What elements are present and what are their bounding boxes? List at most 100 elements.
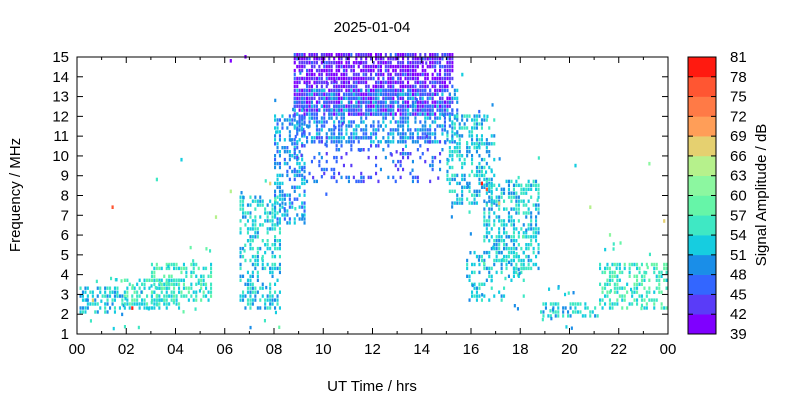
spectrogram-cell: [536, 198, 539, 202]
spectrogram-cell: [490, 189, 493, 193]
spectrogram-cell: [246, 231, 249, 235]
spectrogram-cell: [616, 282, 619, 286]
spectrogram-cell: [640, 274, 643, 278]
spectrogram-cell: [153, 298, 156, 302]
spectrogram-cell: [308, 132, 311, 136]
colorbar-segment: [688, 235, 716, 256]
spectrogram-cell: [434, 116, 437, 120]
spectrogram-cell: [424, 140, 427, 144]
spectrogram-cell: [535, 215, 538, 219]
spectrogram-cell: [431, 61, 434, 65]
spectrogram-cell: [372, 124, 375, 128]
spectrogram-cell: [357, 148, 360, 152]
spectrogram-cell: [485, 219, 488, 223]
spectrogram-cell: [613, 274, 616, 278]
spectrogram-cell: [182, 262, 185, 267]
spectrogram-cell: [473, 197, 476, 201]
spectrogram-cell: [303, 100, 306, 104]
spectrogram-cell: [520, 266, 523, 271]
spectrogram-cell: [330, 100, 333, 104]
spectrogram-cell: [170, 290, 173, 294]
spectrogram-cell: [404, 104, 407, 108]
spectrogram-cell: [347, 84, 350, 89]
spectrogram-cell: [330, 140, 333, 144]
spectrogram-cell: [360, 136, 363, 140]
spectrogram-cell: [333, 140, 336, 144]
spectrogram-cell: [342, 108, 345, 112]
spectrogram-cell: [173, 278, 176, 282]
spectrogram-cell: [375, 72, 378, 77]
spectrogram-cell: [251, 290, 254, 294]
spectrogram-cell: [446, 138, 449, 142]
spectrogram-cell: [323, 112, 326, 116]
spectrogram-cell: [395, 150, 398, 154]
y-tick-label: 9: [61, 168, 69, 185]
spectrogram-cell: [350, 53, 353, 57]
spectrogram-cell: [426, 116, 429, 120]
spectrogram-cell: [613, 290, 616, 294]
spectrogram-cell: [370, 124, 373, 128]
spectrogram-cell: [441, 88, 444, 93]
spectrogram-cell: [274, 243, 277, 247]
spectrogram-cell: [377, 120, 380, 124]
spectrogram-cell: [126, 290, 129, 294]
spectrogram-cell: [301, 132, 304, 136]
spectrogram-cell: [296, 140, 299, 144]
spectrogram-cell: [182, 294, 185, 298]
spectrogram-cell: [330, 72, 333, 77]
spectrogram-cell: [483, 266, 486, 271]
spectrogram-cell: [520, 183, 523, 187]
spectrogram-cell: [640, 303, 643, 308]
spectrogram-cell: [347, 179, 350, 184]
spectrogram-cell: [485, 161, 488, 166]
spectrogram-cell: [296, 92, 299, 96]
spectrogram-cell: [338, 140, 341, 144]
spectrogram-cell: [251, 239, 254, 243]
spectrogram-cell: [384, 116, 387, 120]
spectrogram-cell: [323, 80, 326, 85]
spectrogram-cell: [306, 104, 309, 108]
spectrogram-cell: [370, 76, 373, 81]
spectrogram-cell: [308, 104, 311, 108]
spectrogram-cell: [419, 72, 422, 77]
spectrogram-cell: [370, 132, 373, 136]
spectrogram-cell: [483, 215, 486, 219]
spectrogram-cell: [621, 298, 624, 302]
spectrogram-cell: [259, 286, 262, 290]
spectrogram-cell: [178, 286, 181, 290]
spectrogram-cell: [407, 108, 410, 112]
spectrogram-cell: [520, 270, 523, 275]
spectrogram-cell: [293, 217, 296, 221]
spectrogram-cell: [436, 100, 439, 104]
spectrogram-cell: [461, 114, 464, 118]
spectrogram-cell: [192, 266, 195, 271]
colorbar-tick-label: 39: [730, 326, 747, 343]
spectrogram-cell: [404, 76, 407, 81]
spectrogram-cell: [532, 179, 535, 184]
spectrogram-cell: [372, 128, 375, 132]
spectrogram-cell: [168, 294, 171, 298]
spectrogram-cell: [293, 185, 296, 189]
spectrogram-cell: [469, 251, 472, 255]
spectrogram-cell: [485, 170, 488, 174]
spectrogram-cell: [271, 219, 274, 223]
spectrogram-cell: [335, 61, 338, 65]
spectrogram-cell: [276, 201, 279, 205]
spectrogram-cell: [537, 207, 540, 211]
spectrogram-cell: [505, 243, 508, 247]
spectrogram-cell: [360, 112, 363, 116]
spectrogram-cell: [377, 53, 380, 57]
spectrogram-cell: [604, 286, 607, 290]
spectrogram-cell: [323, 61, 326, 65]
spectrogram-cell: [451, 140, 454, 144]
spectrogram-cell: [303, 114, 306, 118]
spectrogram-cell: [586, 306, 589, 310]
spectrogram-cell: [601, 298, 604, 302]
spectrogram-cell: [392, 92, 395, 96]
spectrogram-cell: [411, 168, 414, 172]
spectrogram-cell: [325, 136, 328, 140]
spectrogram-cell: [301, 61, 304, 65]
spectrogram-cell: [517, 231, 520, 235]
spectrogram-cell: [338, 132, 341, 136]
spectrogram-cell: [448, 140, 451, 144]
